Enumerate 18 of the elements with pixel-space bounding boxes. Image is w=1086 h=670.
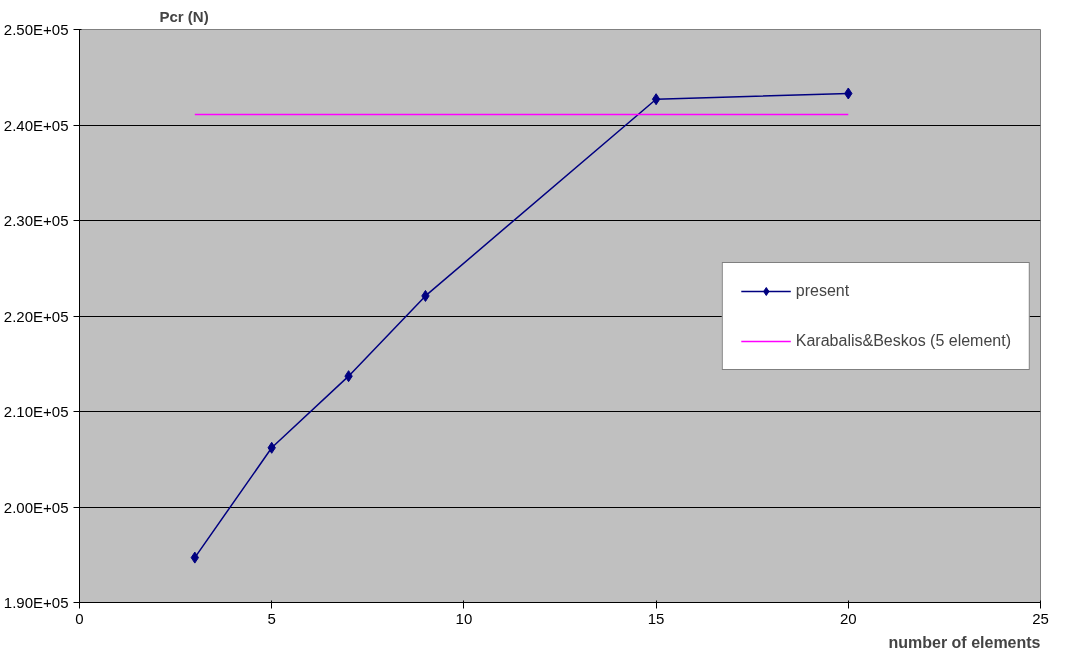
y-tick-label: 2.00E+05 [3, 498, 69, 516]
legend-label: present [795, 281, 850, 300]
legend-label: Karabalis&Beskos (5 element) [795, 331, 1011, 350]
x-tick-label: 10 [455, 609, 473, 627]
x-tick-label: 0 [75, 609, 84, 627]
y-tick-label: 2.10E+05 [3, 403, 69, 420]
x-tick-label: 5 [267, 609, 276, 627]
y-tick-label: 2.30E+05 [3, 212, 69, 229]
point [651, 93, 661, 106]
y-axis-title: Pcr (N) [159, 7, 209, 25]
y-tick-label: 2.20E+05 [3, 307, 69, 325]
x-tick-label: 15 [647, 609, 665, 627]
x-tick-label: 20 [839, 609, 857, 627]
x-tick-label: 25 [1032, 609, 1049, 627]
y-tick-label: 2.50E+05 [3, 21, 69, 38]
y-tick-label: 2.40E+05 [3, 116, 69, 134]
y-tick-label: 1.90E+05 [3, 594, 69, 611]
x-axis-title: number of elements [888, 633, 1041, 651]
